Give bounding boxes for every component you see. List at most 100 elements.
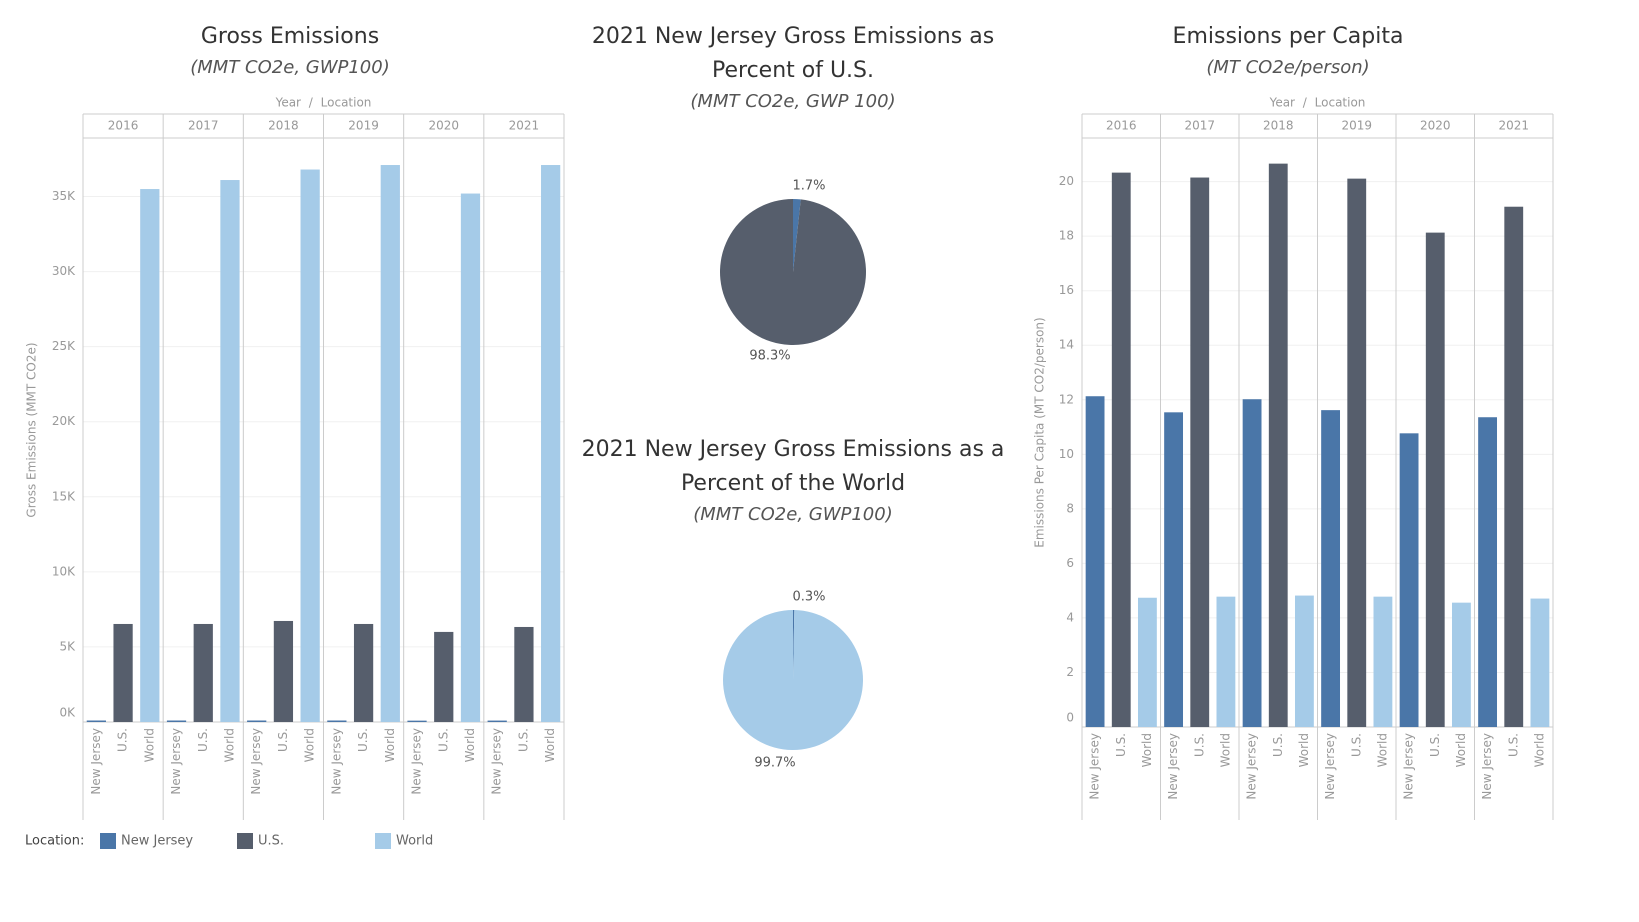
x-tick-label: New Jersey	[1323, 733, 1337, 800]
bar	[460, 193, 481, 723]
x-tick-label: World	[1532, 733, 1546, 767]
x-header: Year / Location	[275, 96, 372, 110]
x-tick-label: New Jersey	[1166, 733, 1180, 800]
bar	[1451, 602, 1471, 727]
bar	[113, 623, 133, 722]
year-label: 2018	[268, 119, 299, 133]
x-tick-label: World	[303, 728, 317, 762]
bar	[1321, 410, 1341, 727]
x-tick-label: World	[543, 728, 557, 762]
x-tick-label: U.S.	[116, 728, 130, 752]
bar	[1530, 598, 1550, 727]
year-label: 2016	[1106, 119, 1137, 133]
y-tick-label: 18	[1059, 229, 1074, 243]
bar	[1373, 596, 1393, 727]
chart-subtitle: (MMT CO2e, GWP 100)	[690, 91, 895, 112]
bar	[247, 720, 267, 722]
bar	[1504, 206, 1524, 727]
x-tick-label: New Jersey	[1088, 733, 1102, 800]
y-tick-label: 5K	[59, 639, 76, 653]
x-tick-label: U.S.	[1506, 733, 1520, 757]
y-tick-label: 6	[1066, 556, 1074, 570]
x-tick-label: U.S.	[276, 728, 290, 752]
bar	[1294, 595, 1314, 727]
year-label: 2020	[1420, 119, 1451, 133]
x-tick-label: New Jersey	[249, 728, 263, 795]
bar	[220, 180, 240, 722]
chart-title: 2021 New Jersey Gross Emissions as a	[582, 437, 1005, 462]
year-label: 2019	[348, 119, 379, 133]
x-tick-label: U.S.	[1192, 733, 1206, 757]
chart-title: 2021 New Jersey Gross Emissions as	[592, 24, 994, 49]
slice-label: 99.7%	[754, 756, 795, 771]
chart-title: Gross Emissions	[201, 24, 379, 49]
x-tick-label: World	[1454, 733, 1468, 767]
bar	[1268, 163, 1288, 728]
y-tick-label: 8	[1066, 501, 1074, 515]
y-tick-label: 0K	[59, 706, 76, 720]
bar	[380, 165, 400, 722]
x-tick-label: World	[1218, 733, 1232, 767]
x-tick-label: U.S.	[1428, 733, 1442, 757]
bar	[1137, 597, 1157, 727]
x-tick-label: New Jersey	[1245, 733, 1259, 800]
y-tick-label: 20	[1059, 174, 1074, 188]
chart-title: Emissions per Capita	[1173, 24, 1404, 49]
y-tick-label: 30K	[52, 264, 76, 278]
year-label: 2021	[509, 119, 540, 133]
y-tick-label: 10	[1059, 447, 1074, 461]
y-tick-label: 12	[1059, 392, 1074, 406]
slice-label: 0.3%	[792, 590, 825, 605]
x-tick-label: New Jersey	[410, 728, 424, 795]
year-label: 2021	[1498, 119, 1529, 133]
bar	[1347, 178, 1367, 727]
x-tick-label: New Jersey	[490, 728, 504, 795]
bar	[273, 620, 294, 722]
bar	[434, 631, 454, 722]
y-tick-label: 35K	[52, 189, 76, 203]
bar	[487, 720, 507, 722]
bar	[1425, 232, 1445, 727]
legend-label: New Jersey	[121, 834, 193, 849]
x-tick-label: U.S.	[356, 728, 370, 752]
pie-slice	[793, 199, 801, 272]
x-tick-label: U.S.	[436, 728, 450, 752]
pie-slice	[723, 610, 864, 751]
legend-label: World	[396, 834, 433, 849]
x-tick-label: World	[1375, 733, 1389, 767]
x-tick-label: World	[142, 728, 156, 762]
x-tick-label: U.S.	[196, 728, 210, 752]
bar	[1399, 433, 1419, 727]
bar	[541, 165, 561, 722]
chart-subtitle: (MT CO2e/person)	[1206, 57, 1369, 78]
y-tick-label: 25K	[52, 339, 76, 353]
bar	[193, 623, 213, 722]
y-axis-label: Emissions Per Capita (MT CO2/person)	[1033, 317, 1047, 547]
y-axis-label: Gross Emissions (MMT CO2e)	[25, 342, 39, 517]
bar	[1164, 412, 1184, 727]
y-tick-label: 4	[1066, 610, 1074, 624]
pie-slice	[720, 199, 866, 345]
bar	[353, 623, 374, 722]
year-label: 2018	[1263, 119, 1294, 133]
legend-swatch	[237, 833, 253, 849]
bar	[1478, 417, 1498, 727]
legend-swatch	[375, 833, 391, 849]
x-tick-label: U.S.	[1271, 733, 1285, 757]
x-tick-label: World	[463, 728, 477, 762]
y-tick-label: 15K	[52, 489, 76, 503]
slice-label: 98.3%	[749, 349, 790, 364]
x-tick-label: U.S.	[516, 728, 530, 752]
bar	[1190, 177, 1210, 727]
pie-slice	[793, 610, 795, 680]
year-label: 2017	[1184, 119, 1215, 133]
chart-subtitle: (MMT CO2e, GWP100)	[693, 504, 893, 525]
bar	[407, 720, 427, 722]
x-tick-label: World	[383, 728, 397, 762]
x-tick-label: New Jersey	[1480, 733, 1494, 800]
bar	[166, 720, 187, 722]
x-tick-label: New Jersey	[89, 728, 103, 795]
y-tick-label: 2	[1066, 665, 1074, 679]
bar	[514, 626, 534, 722]
x-tick-label: World	[222, 728, 236, 762]
